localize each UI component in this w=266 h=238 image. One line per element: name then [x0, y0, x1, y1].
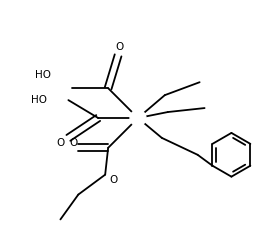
Text: HO: HO [31, 95, 47, 105]
Circle shape [130, 110, 146, 126]
Text: O: O [69, 138, 77, 148]
Text: O: O [56, 138, 65, 148]
Text: HO: HO [35, 70, 51, 80]
Text: O: O [109, 175, 117, 185]
Text: O: O [115, 42, 123, 52]
Text: C: C [134, 112, 142, 124]
